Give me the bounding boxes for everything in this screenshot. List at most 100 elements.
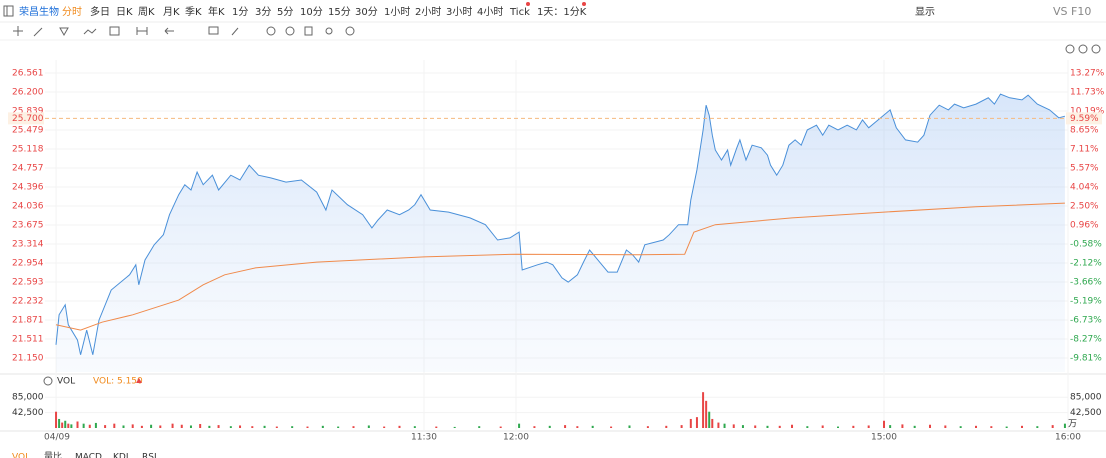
y2-tick-label: 4.04% xyxy=(1070,182,1099,192)
volume-bar xyxy=(61,422,64,428)
y-tick-label: 21.871 xyxy=(12,316,44,326)
x-tick-label: 12:00 xyxy=(503,433,529,443)
f10-button[interactable]: F10 xyxy=(1071,5,1091,18)
volume-bar xyxy=(723,423,726,428)
tool-pen[interactable] xyxy=(231,27,239,36)
tool-cross[interactable] xyxy=(13,26,23,36)
volume-bar xyxy=(576,426,579,428)
y2-tick-label: 2.50% xyxy=(1070,201,1099,211)
volume-bar xyxy=(159,425,162,428)
period-tab[interactable]: 年K xyxy=(208,5,225,18)
period-tab[interactable]: 3分 xyxy=(255,6,271,18)
volume-bar xyxy=(1036,426,1039,428)
y-tick-label: 26.200 xyxy=(12,88,44,98)
period-tab[interactable]: 1小时 xyxy=(384,6,410,18)
volume-bar xyxy=(717,422,720,428)
price-area xyxy=(56,94,1065,372)
tool-range[interactable] xyxy=(136,27,148,35)
volume-bar xyxy=(778,425,781,428)
period-tab[interactable]: 10分 xyxy=(300,6,323,18)
y-tick-label: 24.396 xyxy=(12,183,44,193)
volume-bar xyxy=(131,424,134,428)
period-tab[interactable]: 5分 xyxy=(277,6,293,18)
indicator-tab[interactable]: MACD xyxy=(75,453,102,458)
symbol-name[interactable]: 荣昌生物 xyxy=(19,5,59,18)
vs-button[interactable]: VS xyxy=(1053,5,1068,18)
volume-bar xyxy=(367,425,370,428)
tool-settings[interactable] xyxy=(345,26,355,36)
period-tab[interactable]: 季K xyxy=(185,6,202,18)
display-menu[interactable]: 显示 xyxy=(915,6,935,18)
volume-bar xyxy=(821,425,824,428)
vol-unit: 万 xyxy=(1068,420,1077,430)
y2-tick-label: 13.27% xyxy=(1070,68,1105,78)
volume-bar xyxy=(453,426,456,428)
period-tab[interactable]: Tick xyxy=(509,7,530,18)
period-tab[interactable]: 分时 xyxy=(62,6,82,18)
y2-tick-label: -5.19% xyxy=(1070,296,1102,306)
period-tab[interactable]: 3小时 xyxy=(446,6,472,18)
y-tick-label: 22.593 xyxy=(12,277,44,287)
y-tick-label: 22.232 xyxy=(12,297,44,307)
tool-arrow[interactable] xyxy=(164,27,174,35)
period-tab[interactable]: 1分 xyxy=(232,6,248,18)
last-change-label: 9.59% xyxy=(1070,114,1099,124)
y-tick-label: 42,500 xyxy=(12,408,44,418)
volume-bar xyxy=(754,425,757,428)
tool-delete[interactable] xyxy=(304,26,313,36)
y-tick-label-right: 85,000 xyxy=(1070,393,1102,403)
y-tick-label: 26.561 xyxy=(12,69,44,79)
close-indicator[interactable] xyxy=(43,376,53,386)
y2-tick-label: -6.73% xyxy=(1070,316,1102,326)
tool-fib[interactable] xyxy=(59,27,69,37)
last-price-box xyxy=(8,112,44,125)
tool-circle[interactable] xyxy=(266,26,276,36)
indicator-tab[interactable]: KDJ xyxy=(113,453,129,458)
volume-bar xyxy=(732,424,735,428)
volume-bar xyxy=(975,425,978,428)
volume-bar xyxy=(867,425,870,428)
volume-bar xyxy=(104,425,107,428)
indicator-tab[interactable]: RSI xyxy=(142,453,157,458)
period-tab[interactable]: 多日 xyxy=(90,5,110,18)
dot xyxy=(582,2,586,6)
sidebar-icon[interactable] xyxy=(3,5,14,17)
undo[interactable] xyxy=(1065,44,1075,54)
y-tick-label: 23.314 xyxy=(12,240,44,250)
y2-tick-label: 5.57% xyxy=(1070,164,1099,174)
tool-note[interactable] xyxy=(208,26,219,35)
indicator-tab[interactable]: 量比 xyxy=(44,451,62,458)
volume-bar xyxy=(275,426,278,428)
period-tab[interactable]: 月K xyxy=(163,6,180,18)
tool-wave[interactable] xyxy=(83,28,97,35)
tool-hide[interactable] xyxy=(285,26,295,36)
zoom-in[interactable] xyxy=(1091,44,1101,54)
period-tab[interactable]: 日K xyxy=(116,7,133,18)
zoom-out[interactable] xyxy=(1078,44,1088,54)
tool-link[interactable] xyxy=(325,27,333,35)
volume-bar xyxy=(58,418,61,428)
volume-bar xyxy=(1005,426,1008,428)
tool-line[interactable] xyxy=(33,27,43,37)
volume-bar xyxy=(251,426,254,428)
period-tab[interactable]: 周K xyxy=(138,6,155,18)
volume-bar xyxy=(337,426,340,428)
volume-bar xyxy=(208,425,211,428)
interval-menu[interactable]: 1天：1分K xyxy=(537,6,587,18)
x-tick-label: 16:00 xyxy=(1055,433,1081,443)
y-tick-label-right: 42,500 xyxy=(1070,408,1102,418)
tool-rect[interactable] xyxy=(109,26,120,36)
period-tab[interactable]: 15分 xyxy=(328,6,351,18)
y2-tick-label: 11.73% xyxy=(1070,87,1105,97)
volume-bar xyxy=(140,425,143,428)
volume-bar xyxy=(180,424,183,428)
volume-bar xyxy=(708,411,711,428)
period-tab[interactable]: 30分 xyxy=(355,6,378,18)
period-tab[interactable]: 4小时 xyxy=(477,6,503,18)
indicator-tab[interactable]: VOL xyxy=(12,453,30,458)
volume-bar xyxy=(889,425,892,428)
volume-bar xyxy=(229,426,232,428)
volume-bar xyxy=(321,425,324,428)
period-tab[interactable]: 2小时 xyxy=(415,6,441,18)
